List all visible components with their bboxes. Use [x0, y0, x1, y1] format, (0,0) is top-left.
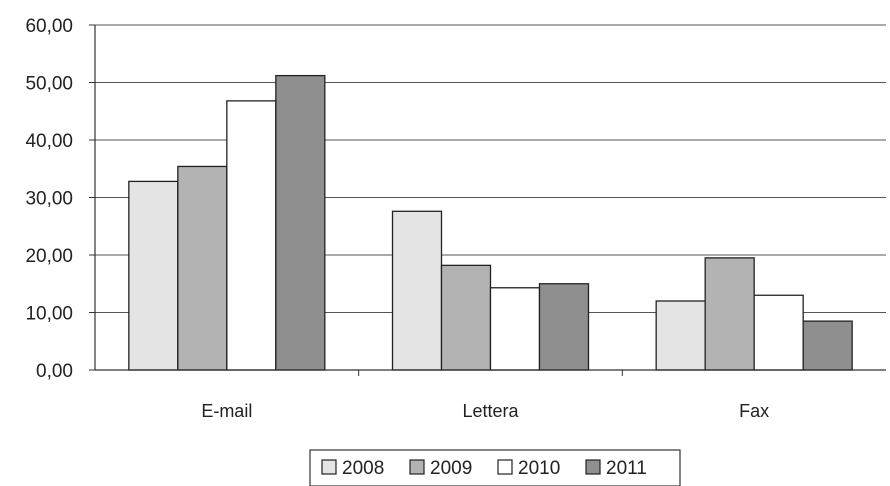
y-tick-label: 10,00	[25, 304, 73, 325]
bar-lettera-2010	[489, 287, 541, 371]
x-category-label: Fax	[739, 401, 769, 421]
axes	[89, 24, 886, 376]
y-tick-label: 30,00	[25, 189, 73, 210]
legend-label-2009: 2009	[430, 458, 472, 479]
y-tick-label: 0,00	[36, 361, 73, 382]
legend-swatch-2008	[321, 459, 337, 475]
y-tick-label: 50,00	[25, 74, 73, 95]
bar-e-mail-2011	[275, 74, 326, 371]
bar-e-mail-2010	[226, 100, 277, 371]
legend-swatch-2010	[497, 459, 513, 475]
bar-lettera-2008	[391, 210, 443, 371]
x-category-label: E-mail	[201, 401, 252, 421]
legend-label-2008: 2008	[342, 458, 384, 479]
y-tick-label: 60,00	[25, 16, 73, 37]
legend-label-2011: 2011	[606, 458, 647, 479]
bar-e-mail-2008	[128, 180, 179, 371]
bar-lettera-2011	[538, 283, 590, 371]
legend: 2008 2009 2010 2011	[309, 449, 681, 486]
bar-lettera-2009	[440, 264, 492, 371]
y-tick-label: 20,00	[25, 246, 73, 267]
bars	[128, 74, 853, 371]
bar-fax-2011	[802, 320, 853, 371]
bar-fax-2009	[704, 257, 755, 371]
x-axis-category-labels: E-mail Lettera Fax	[201, 401, 769, 421]
bar-fax-2008	[655, 300, 706, 371]
legend-swatch-2009	[409, 459, 425, 475]
legend-swatch-2011	[585, 459, 601, 475]
y-axis-tick-labels: 0,00 10,00 20,00 30,00 40,00 50,00 60,00	[25, 16, 73, 382]
bar-e-mail-2009	[177, 165, 228, 371]
x-category-label: Lettera	[462, 401, 519, 421]
bar-fax-2010	[753, 294, 804, 371]
legend-box	[309, 449, 681, 486]
legend-label-2010: 2010	[518, 458, 560, 479]
y-tick-label: 40,00	[25, 131, 73, 152]
